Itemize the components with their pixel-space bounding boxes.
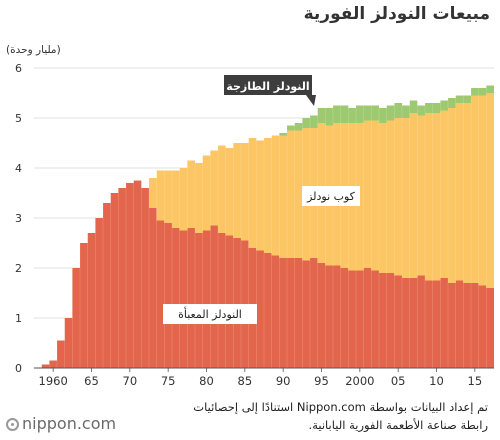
y-axis-label: (مليار وحدة) <box>6 44 61 56</box>
fresh-noodles-label: النودلز الطازجة <box>226 80 309 93</box>
x-tick-label: 85 <box>238 374 253 388</box>
y-tick-label: 5 <box>15 112 22 125</box>
x-tick-labels: 1960 65 70 75 80 85 90 95 2000 05 10 15 <box>39 368 483 388</box>
y-tick-label: 4 <box>15 162 22 175</box>
series-area-0 <box>34 180 494 368</box>
y-tick-label: 1 <box>15 312 22 325</box>
cup-noodles-label-bg <box>302 186 360 206</box>
fresh-noodles-callout-pointer <box>306 95 316 106</box>
y-tick-label: 3 <box>15 212 22 225</box>
x-tick-label: 65 <box>84 374 99 388</box>
x-tick-label: 10 <box>429 374 444 388</box>
y-tick-labels: 0 1 2 3 4 5 6 <box>15 62 22 375</box>
logo-text: nippon.com <box>22 414 117 433</box>
fresh-noodles-callout-box <box>224 75 312 95</box>
x-tick-label: 95 <box>314 374 329 388</box>
y-tick-label: 6 <box>15 62 22 75</box>
packaged-noodles-label-bg <box>163 304 257 324</box>
x-tick-label: 75 <box>161 374 176 388</box>
y-tick-label: 0 <box>15 362 22 375</box>
nippon-logo[interactable]: nippon.com <box>6 414 116 433</box>
series-areas <box>33 85 494 369</box>
x-tick-label: 80 <box>199 374 214 388</box>
cup-noodles-label: كوب نودلز <box>306 190 356 203</box>
chart-title: مبيعات النودلز الفورية <box>303 4 490 24</box>
x-tick-label: 90 <box>276 374 291 388</box>
x-tick-label: 70 <box>123 374 138 388</box>
x-tick-label: 05 <box>391 374 406 388</box>
x-tick-label: 1960 <box>39 374 68 388</box>
y-tick-label: 2 <box>15 262 22 275</box>
logo-mark-icon <box>6 418 19 431</box>
packaged-noodles-label: النودلز المعبأة <box>178 306 242 321</box>
x-tick-label: 15 <box>468 374 483 388</box>
series-annotations: النودلز الطازجة كوب نودلز النودلز المعبأة <box>163 75 360 324</box>
source-note: تم إعداد البيانات بواسطة Nippon.com استن… <box>193 400 488 432</box>
x-tick-label: 2000 <box>345 374 374 388</box>
series-area-1 <box>34 93 494 368</box>
